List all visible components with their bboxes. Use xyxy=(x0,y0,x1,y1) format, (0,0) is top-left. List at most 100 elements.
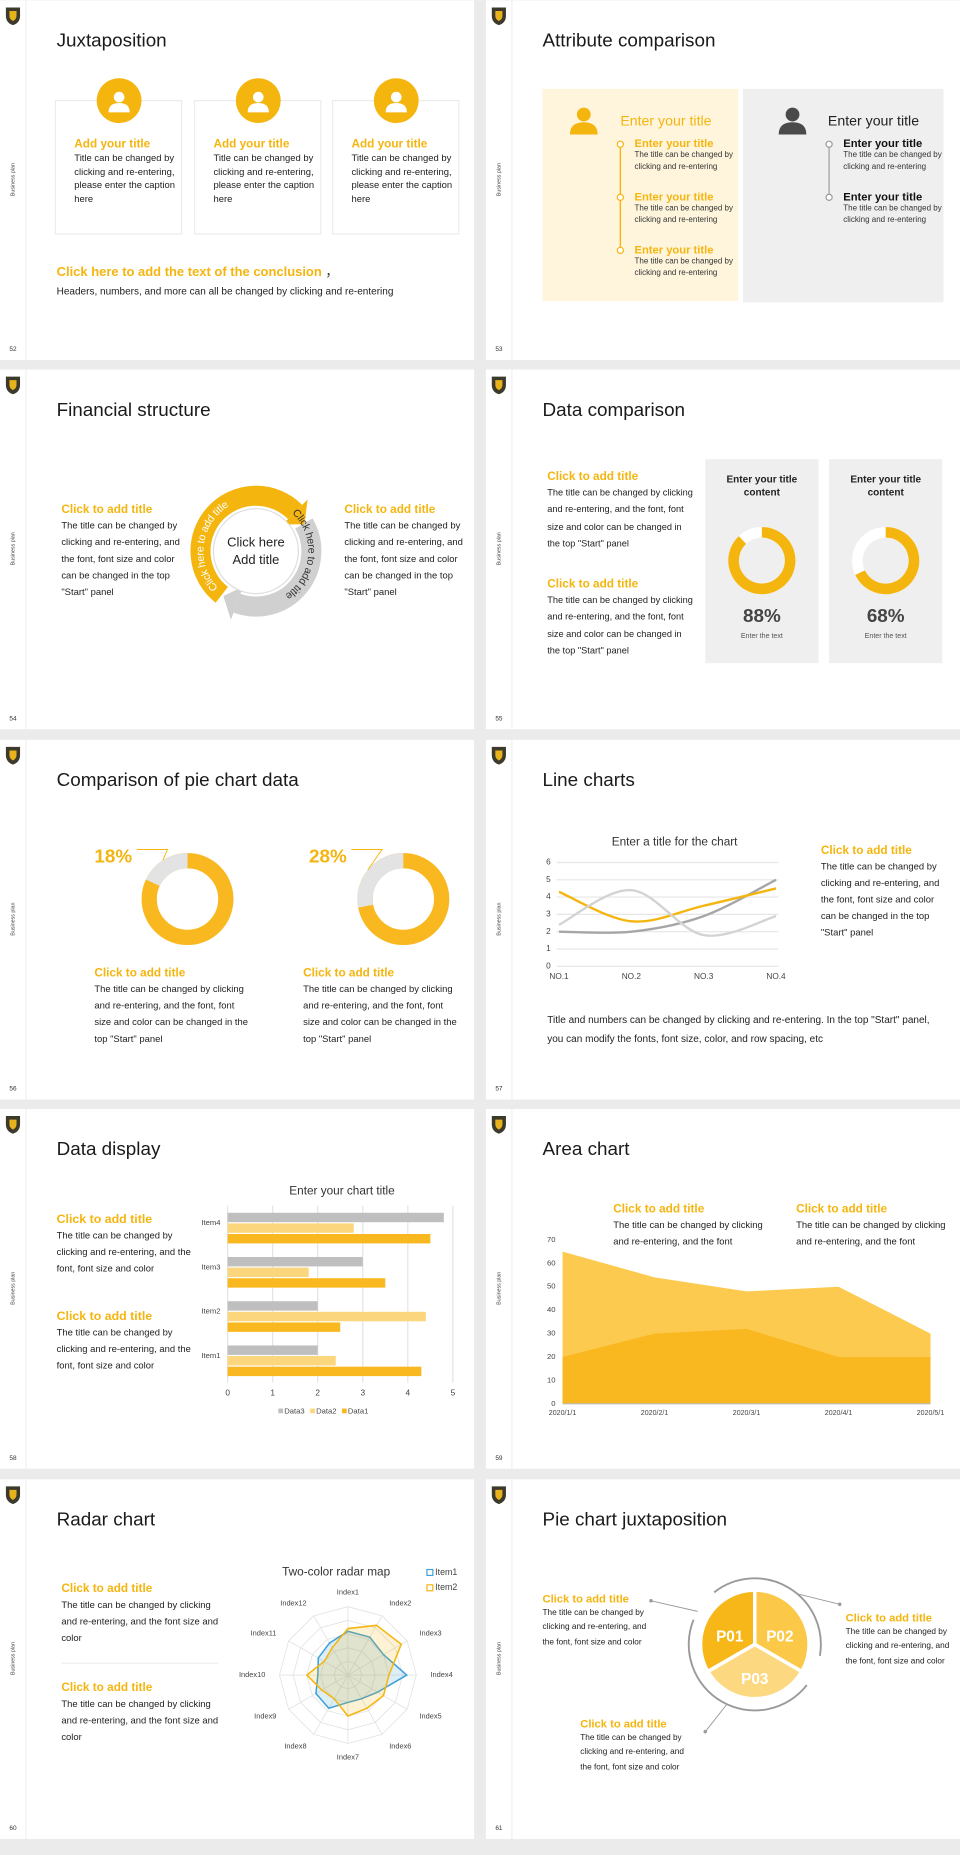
chart-title: Enter a title for the chart xyxy=(612,836,738,849)
slide-title: Comparison of pie chart data xyxy=(57,769,300,790)
connector-dot xyxy=(837,1602,842,1607)
slide-title: Pie chart juxtaposition xyxy=(543,1509,728,1530)
slide-number: 52 xyxy=(9,346,17,353)
bar xyxy=(227,1267,309,1278)
legend-label: Data1 xyxy=(348,1407,368,1416)
slide: Business plan 53 Attribute comparison Enter… xyxy=(485,0,960,361)
item-text: The title can be changed by clicking and… xyxy=(843,204,942,225)
panel xyxy=(705,459,819,664)
radar-label: Index3 xyxy=(419,1629,441,1638)
icon-body xyxy=(778,122,807,135)
x-tick-label: NO.1 xyxy=(549,972,569,981)
side-label: Business plan xyxy=(10,532,16,565)
block-title: Click to add title xyxy=(547,470,638,483)
icon-head xyxy=(576,107,591,122)
y-tick-label: 3 xyxy=(546,910,551,919)
block-title: Click to add title xyxy=(613,1202,704,1215)
item-text: The title can be changed by clicking and… xyxy=(634,151,733,172)
block-text: The title can be changed by clicking and… xyxy=(547,487,693,550)
block-text: The title can be changed by clicking and… xyxy=(56,1327,191,1371)
slide: Business plan 61 Pie chart juxtaposition P0… xyxy=(485,1479,960,1840)
radar-label: Index8 xyxy=(284,1742,306,1751)
connector-dot xyxy=(703,1729,708,1734)
panel-title: Enter your title content xyxy=(850,473,922,499)
radar-label: Index9 xyxy=(254,1711,276,1720)
value-label: 28% xyxy=(309,846,347,867)
ring-arrow xyxy=(282,499,308,525)
icon-head xyxy=(252,91,264,103)
timeline-dot xyxy=(616,246,625,255)
bar xyxy=(227,1212,444,1223)
block-title: Click to add title xyxy=(846,1612,932,1624)
side-label: Business plan xyxy=(496,903,502,936)
panel xyxy=(742,88,944,303)
icon-body xyxy=(108,102,130,113)
y-tick-label: 70 xyxy=(547,1235,556,1244)
slide: Business plan 57 Line charts Enter a title … xyxy=(485,739,960,1100)
text-box: The title can be changed by clicking and… xyxy=(846,1628,950,1665)
slide-number: 56 xyxy=(9,1086,17,1093)
item-text: The title can be changed by clicking and… xyxy=(634,257,733,278)
block-title: Click to add title xyxy=(61,503,152,516)
panel-title: Enter your title content xyxy=(726,473,798,499)
block-text: The title can be changed by clicking and… xyxy=(61,1599,219,1644)
text-box: The title can be changed by clicking and… xyxy=(303,984,457,1044)
item-title: Enter your title xyxy=(843,191,922,203)
text-box: The title can be changed by clicking and… xyxy=(94,984,248,1044)
item-title: Enter your title xyxy=(634,138,713,150)
slide-number: 61 xyxy=(495,1825,503,1832)
logo-inner xyxy=(495,10,503,22)
text-box: The title can be changed by clicking and… xyxy=(821,861,940,938)
y-tick-label: 20 xyxy=(547,1352,556,1361)
slide-title: Financial structure xyxy=(57,399,211,420)
panel xyxy=(829,459,943,664)
block-title: Click to add title xyxy=(61,1582,152,1595)
radar-label: Index4 xyxy=(430,1670,452,1679)
slide: Business plan 59 Area chart Click to add ti… xyxy=(485,1108,960,1469)
text-box: The title can be changed by clicking and… xyxy=(634,204,732,224)
timeline-dot xyxy=(825,140,833,148)
x-tick-label: 2 xyxy=(315,1388,320,1397)
slide-background xyxy=(0,739,475,1100)
legend-swatch xyxy=(278,1408,284,1414)
text-box: The title can be changed by clicking and… xyxy=(543,1609,647,1646)
y-tick-label: Item1 xyxy=(201,1351,220,1360)
donut-value xyxy=(145,853,188,887)
text-box: The title can be changed by clicking and… xyxy=(634,151,733,172)
radar-label: Index2 xyxy=(389,1599,411,1608)
bar xyxy=(227,1356,336,1366)
slide-title: Juxtaposition xyxy=(57,30,167,51)
x-tick-label: 4 xyxy=(406,1388,411,1397)
line-series xyxy=(558,888,777,937)
block-text: The title can be changed by clicking and… xyxy=(613,1219,763,1247)
radar-series xyxy=(305,1624,403,1718)
panel-title: Enter your title xyxy=(620,113,711,129)
logo-inner xyxy=(495,1119,503,1130)
conclusion-suffix: ， xyxy=(322,264,339,279)
text-box: The title can be changed by clicking and… xyxy=(61,1599,219,1644)
chart-title: Two-color radar map xyxy=(282,1566,390,1579)
side-label: Business plan xyxy=(496,1642,502,1675)
text-box: Title can be changed by clicking and re-… xyxy=(213,153,314,205)
y-tick-label: Item3 xyxy=(201,1262,220,1271)
text-box: Enter your title content xyxy=(726,473,798,499)
y-tick-label: 1 xyxy=(546,944,551,953)
logo-inner xyxy=(9,380,17,391)
side-label: Business plan xyxy=(496,163,502,196)
item-text: The title can be changed by clicking and… xyxy=(843,151,942,172)
slide-number: 59 xyxy=(495,1455,503,1462)
y-tick-label: Item4 xyxy=(201,1218,221,1227)
slide-title: Data display xyxy=(57,1138,161,1159)
block-title: Click to add title xyxy=(547,577,638,590)
block-text: The title can be changed by clicking and… xyxy=(580,1734,684,1772)
block-title: Click to add title xyxy=(580,1719,666,1731)
line-series xyxy=(558,887,777,923)
value-label: 88% xyxy=(743,605,781,626)
ring-arc xyxy=(190,485,303,603)
x-tick-label: NO.3 xyxy=(694,972,714,981)
slide-title: Attribute comparison xyxy=(543,30,716,51)
x-tick-label: 5 xyxy=(451,1388,456,1397)
conclusion-text: Click here to add the text of the conclu… xyxy=(57,264,322,279)
